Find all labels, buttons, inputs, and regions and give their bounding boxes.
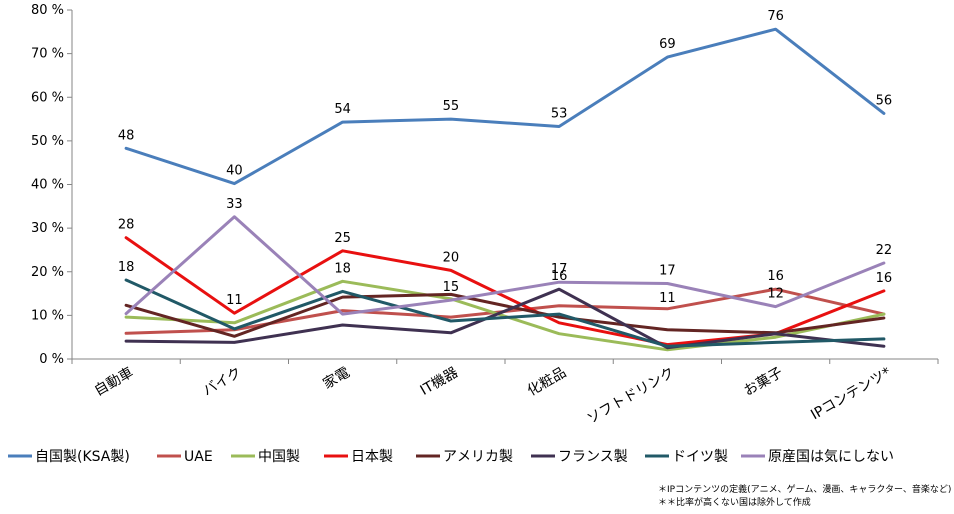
legend: 自国製(KSA製) UAE 中国製 日本製 アメリカ製 フランス製 ドイツ製 原産国は気にしな… (8, 449, 894, 465)
y-tick-label: 10 % (31, 308, 64, 323)
legend-label: フランス製 (558, 449, 628, 465)
x-category-label: お菓子 (741, 365, 785, 400)
data-label: 40 (226, 164, 243, 179)
data-label: 76 (767, 9, 784, 24)
series-line (124, 215, 886, 316)
y-tick-label: 70 % (31, 47, 64, 62)
legend-label: アメリカ製 (443, 449, 513, 465)
data-label: 11 (226, 293, 243, 308)
legend-label: 自国製(KSA製) (35, 449, 130, 465)
y-tick-label: 40 % (31, 178, 64, 193)
data-label: 17 (659, 264, 676, 279)
legend-label: ドイツ製 (672, 449, 728, 465)
y-tick-label: 20 % (31, 265, 64, 280)
data-label: 15 (443, 280, 460, 295)
y-tick-label: 50 % (31, 134, 64, 149)
data-label: 56 (876, 93, 893, 108)
data-label: 48 (118, 128, 135, 143)
legend-label: UAE (184, 449, 213, 465)
data-label: 54 (334, 102, 351, 117)
x-category-label: 自動車 (91, 364, 136, 400)
data-label: 33 (226, 197, 243, 212)
x-category-label: ソフトドリンク (585, 365, 678, 428)
data-label: 28 (118, 218, 135, 233)
x-category-label: バイク (200, 365, 244, 400)
legend-label: 日本製 (351, 449, 393, 465)
legend-label: 中国製 (258, 449, 300, 465)
y-tick-label: 30 % (31, 221, 64, 236)
x-axis-categories: 自動車 バイク 家電 IT機器 化粧品 ソフトドリンク お菓子 IPコンテンツ* (71, 359, 939, 428)
footnote-ip-definition: ＊IPコンテンツの定義(アニメ、ゲーム、漫画、キャラクター、音楽など) (658, 485, 952, 495)
x-category-label: 家電 (320, 364, 353, 393)
data-label: 17 (551, 262, 568, 277)
x-category-label: 化粧品 (525, 365, 569, 400)
series-line (124, 292, 886, 338)
data-label: 16 (767, 269, 784, 284)
footnote-exclusion: ＊＊比率が高くない国は除外して作成 (658, 498, 811, 508)
data-label: 20 (443, 250, 460, 265)
legend-label: 原産国は気にしない (768, 449, 894, 465)
series-line (124, 287, 886, 350)
data-label: 18 (118, 260, 135, 275)
data-label: 69 (659, 37, 676, 52)
series-lines (124, 27, 886, 352)
data-label: 11 (659, 291, 676, 306)
series-line (124, 27, 886, 186)
data-label: 22 (876, 243, 893, 258)
data-label: 16 (876, 271, 893, 286)
data-label: 25 (334, 231, 351, 246)
y-tick-label: 80 % (31, 3, 64, 18)
x-category-label: IT機器 (418, 365, 461, 399)
y-axis-ticks: 0 % 10 % 20 % 30 % 40 % 50 % 60 % 70 % 80 % (31, 3, 72, 367)
data-labels: 48 40 54 55 53 69 76 56 16 18 28 11 25 20 16 16 18 33 15 17… (118, 9, 892, 308)
y-tick-label: 60 % (31, 90, 64, 105)
data-label: 55 (443, 99, 460, 114)
data-label: 12 (767, 287, 784, 302)
x-category-label: IPコンテンツ* (808, 365, 894, 424)
series-line (124, 278, 886, 348)
y-tick-label: 0 % (39, 352, 64, 367)
data-label: 53 (551, 106, 568, 121)
data-label: 16 (551, 269, 568, 284)
data-label: 18 (334, 261, 351, 276)
